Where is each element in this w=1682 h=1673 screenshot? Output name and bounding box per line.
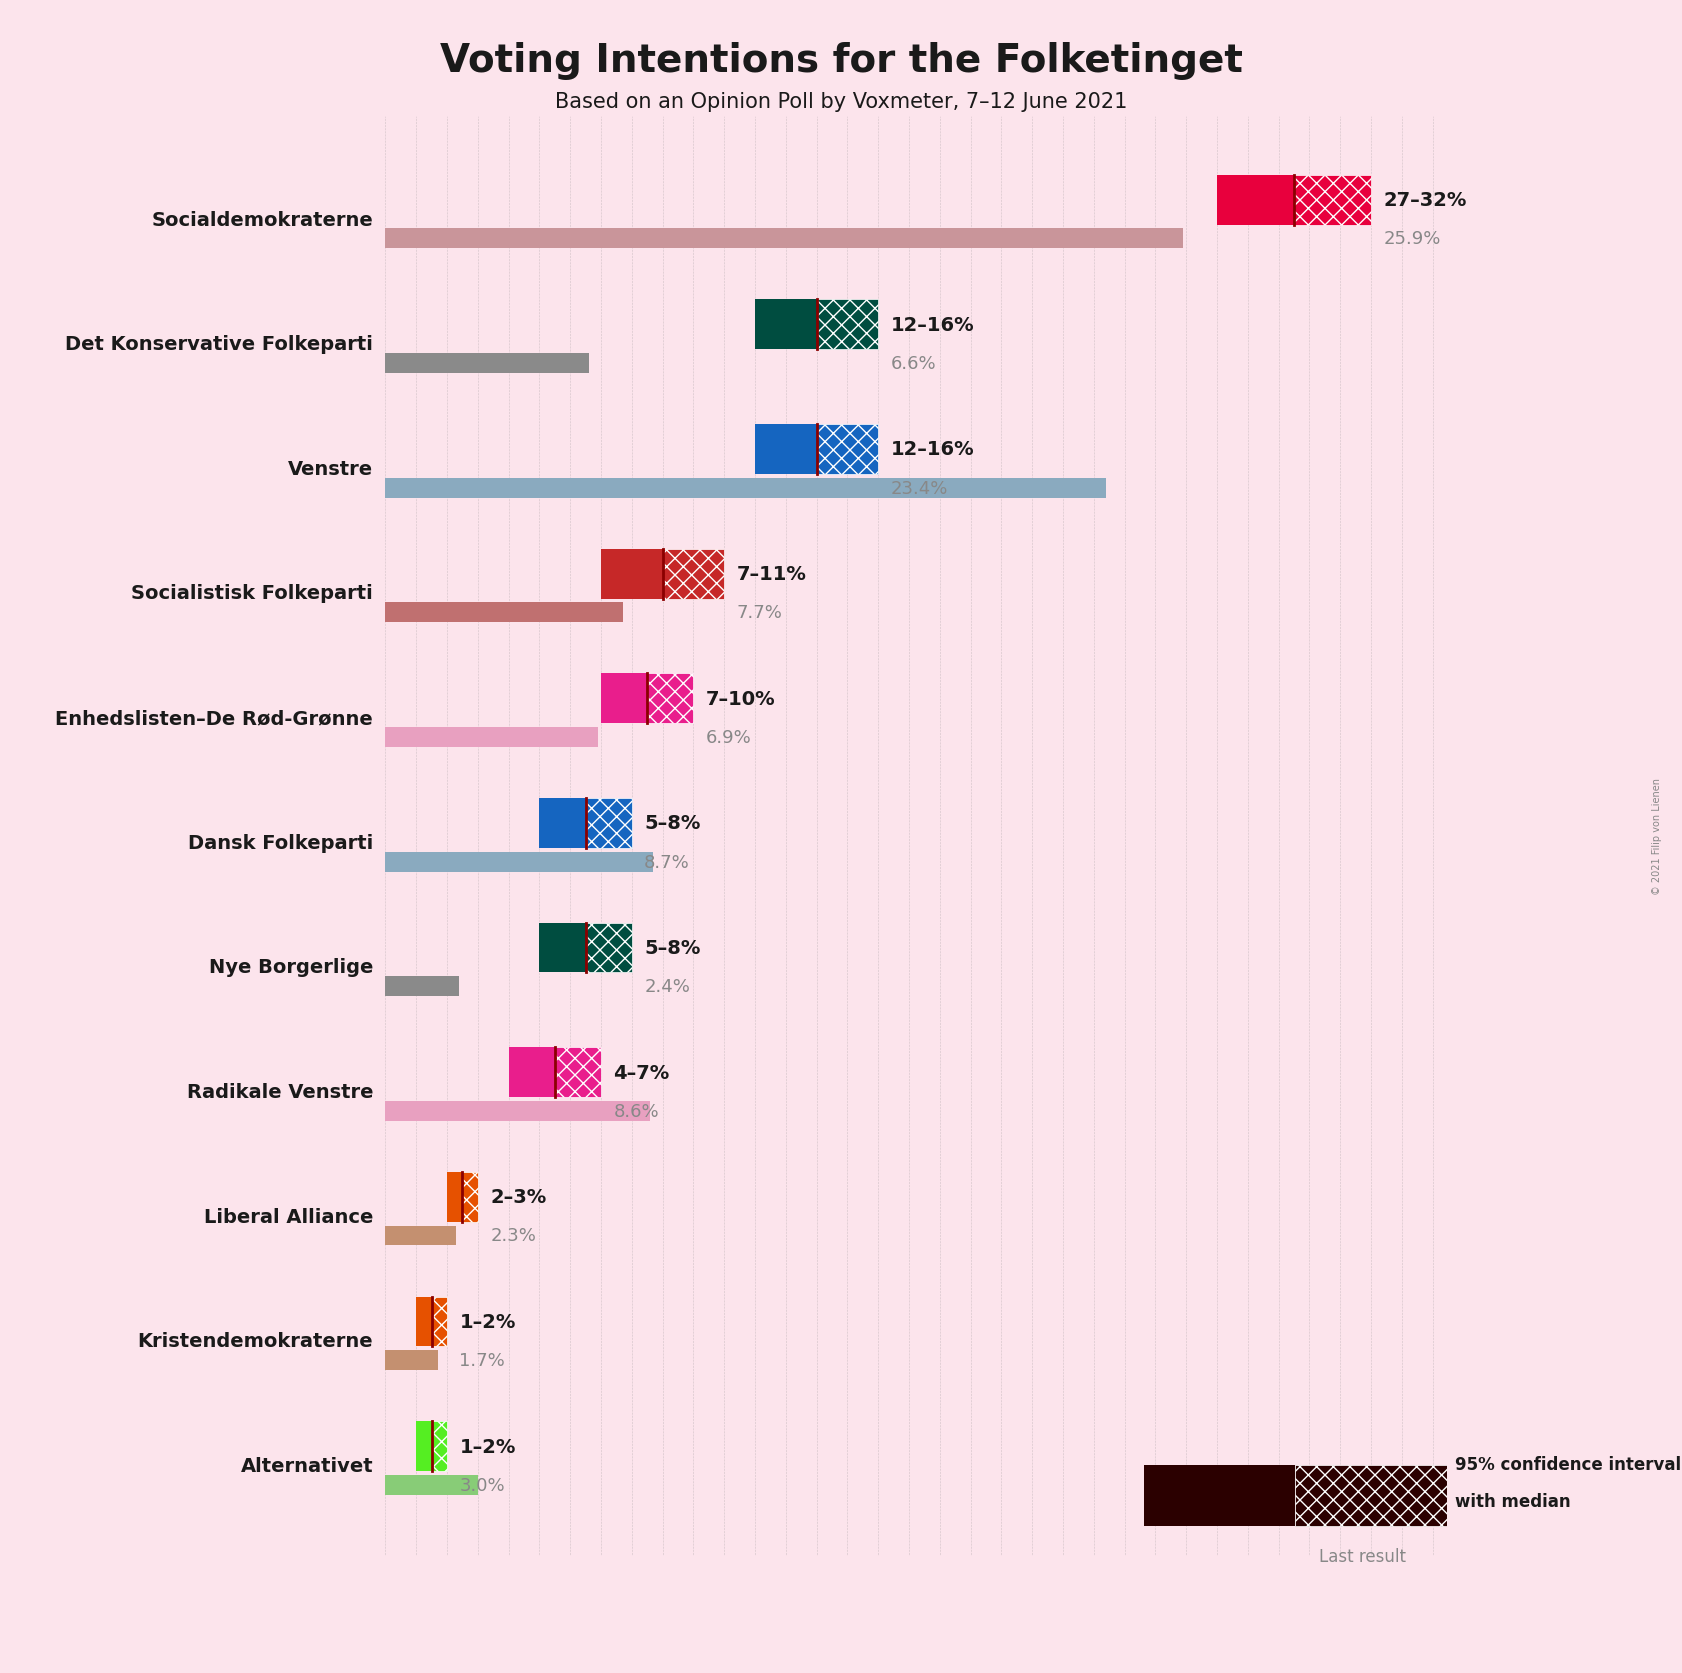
Text: 6.6%: 6.6% [890,355,937,373]
Text: Alternativet: Alternativet [241,1456,373,1476]
Text: 1–2%: 1–2% [459,1437,516,1456]
Text: 5–8%: 5–8% [644,815,700,833]
Bar [1218,176,1293,226]
Bar [1144,1466,1295,1526]
Text: 95% confidence interval: 95% confidence interval [1455,1456,1680,1472]
Text: © 2021 Filip von Lienen: © 2021 Filip von Lienen [1652,778,1662,895]
Text: Socialdemokraterne: Socialdemokraterne [151,211,373,229]
Bar [415,1422,432,1471]
Text: 23.4%: 23.4% [890,480,949,497]
Text: 27–32%: 27–32% [1383,191,1467,211]
Bar [385,229,1182,249]
Text: Nye Borgerlige: Nye Borgerlige [209,959,373,977]
Text: Kristendemokraterne: Kristendemokraterne [138,1332,373,1350]
Text: 4–7%: 4–7% [614,1062,669,1082]
Bar [385,353,589,373]
Text: Voting Intentions for the Folketinget: Voting Intentions for the Folketinget [439,42,1243,80]
Bar [385,478,1107,499]
Bar [1293,176,1371,226]
Bar [385,1226,456,1246]
Bar [385,1476,478,1496]
Text: 25.9%: 25.9% [1383,231,1441,248]
Bar [463,1173,478,1221]
Text: Based on an Opinion Poll by Voxmeter, 7–12 June 2021: Based on an Opinion Poll by Voxmeter, 7–… [555,92,1127,112]
Bar [585,923,632,974]
Text: 2–3%: 2–3% [489,1188,547,1206]
Bar [415,1297,432,1347]
Text: 8.6%: 8.6% [614,1103,659,1121]
Text: 12–16%: 12–16% [890,316,974,335]
Bar [600,549,663,599]
Bar [540,923,585,974]
Text: Radikale Venstre: Radikale Venstre [187,1082,373,1101]
Bar [816,425,878,475]
Bar [755,425,816,475]
Text: 5–8%: 5–8% [644,939,700,957]
Text: Socialistisk Folkeparti: Socialistisk Folkeparti [131,584,373,602]
Bar [432,1297,447,1347]
Bar [648,674,693,724]
Bar [663,549,725,599]
Text: 2.4%: 2.4% [644,977,690,995]
Bar [385,977,459,997]
Bar [555,1047,600,1097]
Text: Liberal Alliance: Liberal Alliance [204,1206,373,1226]
Text: 7–11%: 7–11% [737,565,806,584]
Bar [385,728,597,748]
Bar [432,1422,447,1471]
Text: 1.7%: 1.7% [459,1352,505,1369]
Bar [447,1173,463,1221]
Text: Dansk Folkeparti: Dansk Folkeparti [188,833,373,852]
Bar [385,602,622,622]
Bar [816,299,878,350]
Text: 3.0%: 3.0% [459,1476,505,1494]
Bar [385,1101,651,1121]
Bar [385,1350,437,1370]
Bar [540,798,585,848]
Text: Enhedslisten–De Rød-Grønne: Enhedslisten–De Rød-Grønne [56,709,373,728]
Text: 6.9%: 6.9% [706,728,752,746]
Bar [585,798,632,848]
Text: Last result: Last result [1319,1548,1406,1564]
Bar [385,852,653,872]
Bar [508,1047,555,1097]
Text: 1–2%: 1–2% [459,1312,516,1332]
Bar [755,299,816,350]
Bar [1295,1466,1447,1526]
Text: with median: with median [1455,1492,1571,1509]
Text: 2.3%: 2.3% [489,1226,537,1245]
Text: 8.7%: 8.7% [644,853,690,872]
Text: Det Konservative Folkeparti: Det Konservative Folkeparti [66,335,373,355]
Text: 7–10%: 7–10% [706,689,775,708]
Text: 12–16%: 12–16% [890,440,974,458]
Text: 7.7%: 7.7% [737,604,782,622]
Text: Venstre: Venstre [288,460,373,478]
Bar [600,674,648,724]
